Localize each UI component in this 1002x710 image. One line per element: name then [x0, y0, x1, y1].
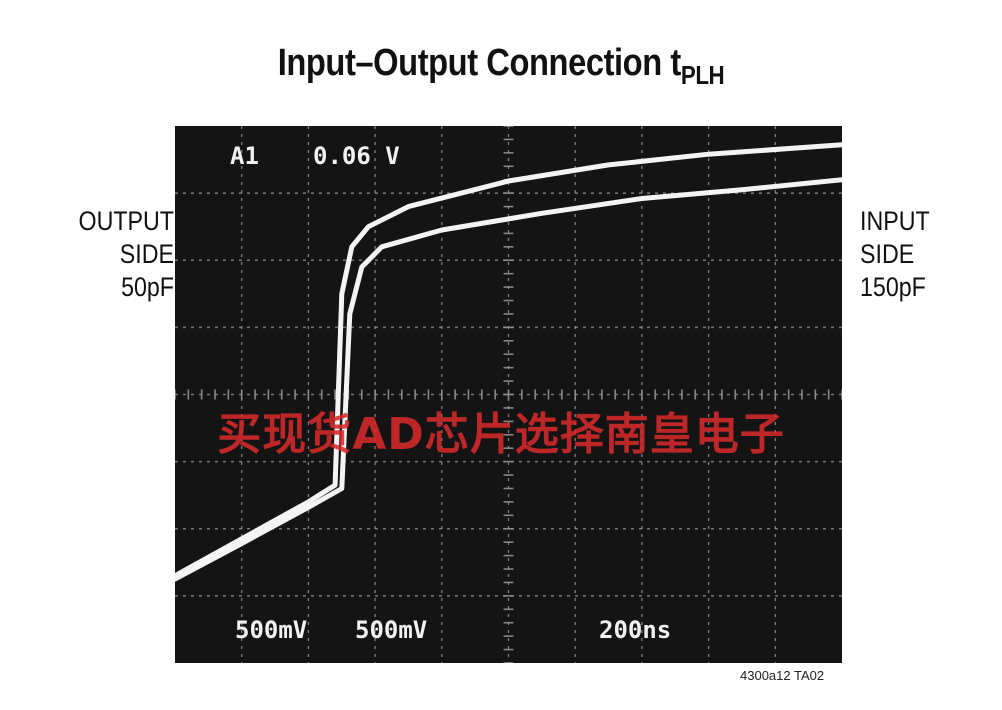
input-side-line-2: SIDE: [860, 239, 915, 269]
chart-title-main: Input–Output Connection t: [277, 42, 682, 84]
output-side-line-2: SIDE: [119, 239, 174, 269]
trace-output-side: [175, 142, 842, 579]
ch2-scale-readout: 500mV: [355, 616, 427, 644]
input-side-label: INPUT SIDE 150pF: [860, 205, 972, 304]
output-side-line-1: OUTPUT: [78, 206, 174, 236]
ch1-scale-readout: 500mV: [235, 616, 307, 644]
trace-input-side: [175, 177, 842, 582]
graticule: [175, 126, 842, 663]
trace-group: [175, 142, 842, 582]
input-side-line-3: 150pF: [860, 272, 926, 302]
time-scale-readout: 200ns: [599, 616, 671, 644]
chart-title-subscript: PLH: [680, 60, 725, 90]
figure-code: 4300a12 TA02: [740, 668, 825, 683]
output-side-label: OUTPUT SIDE 50pF: [59, 205, 174, 304]
watermark-text: 买现货AD芯片选择南皇电子: [217, 409, 785, 460]
chart-title: Input–Output Connection tPLH: [70, 42, 932, 91]
input-side-line-1: INPUT: [860, 206, 930, 236]
output-side-line-3: 50pF: [121, 272, 174, 302]
trigger-channel-readout: A1: [230, 142, 259, 170]
trigger-level-readout: 0.06 V: [313, 142, 400, 170]
oscilloscope-screen: A1 0.06 V 500mV 500mV 200ns: [175, 126, 842, 663]
